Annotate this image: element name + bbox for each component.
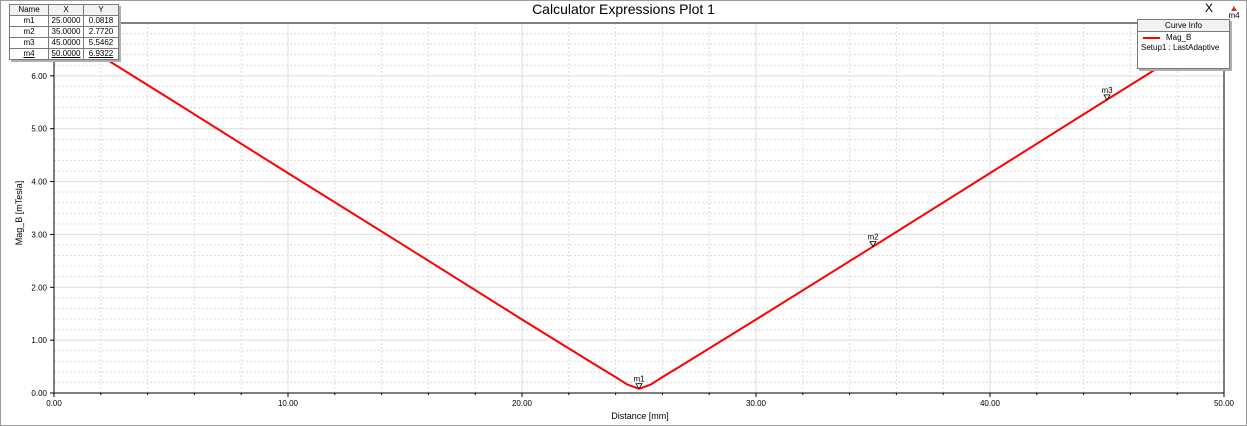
marker-y-value: 6.9322 xyxy=(83,48,119,60)
chart-title: Calculator Expressions Plot 1 xyxy=(532,1,715,17)
x-tick-label: 30.00 xyxy=(746,399,767,408)
legend-setup-text: Setup1 : LastAdaptive xyxy=(1141,43,1220,52)
plot-area-border xyxy=(53,22,1225,394)
marker-y-value: 2.7720 xyxy=(83,26,119,38)
marker-x-value: 35.0000 xyxy=(48,26,84,38)
y-axis-label: Mag_B [mTesla] xyxy=(14,181,24,246)
marker-table-header-x: X xyxy=(48,4,84,16)
series-line-mag-b xyxy=(53,25,1225,390)
marker-name: m2 xyxy=(9,26,49,38)
marker-name: m4 xyxy=(9,48,49,60)
marker-label: m1 xyxy=(633,375,645,384)
x-tick-label: 50.00 xyxy=(1214,399,1235,408)
marker-label: m3 xyxy=(1101,86,1113,95)
marker-table-row[interactable]: m2 35.0000 2.7720 xyxy=(9,26,119,38)
y-tick-label: 4.00 xyxy=(31,178,47,187)
marker-table-row-selected[interactable]: m4 50.0000 6.9322 xyxy=(9,48,119,60)
marker-table-header: Name X Y xyxy=(9,4,119,16)
marker-triangle-icon xyxy=(1103,94,1111,101)
x-tick-label: 10.00 xyxy=(278,399,299,408)
marker-triangle-icon xyxy=(869,241,877,248)
marker-label: m2 xyxy=(867,232,879,241)
marker-table-row[interactable]: m1 25.0000 0.0818 xyxy=(9,15,119,27)
close-button[interactable]: X xyxy=(1205,1,1214,15)
marker-triangle-icon xyxy=(635,383,643,390)
marker-table-header-name: Name xyxy=(9,4,49,16)
marker-y-value: 5.5462 xyxy=(83,37,119,49)
marker-label: m4 xyxy=(1228,11,1240,20)
marker-table-header-y: Y xyxy=(83,4,119,16)
marker-x-value: 50.0000 xyxy=(48,48,84,60)
marker-x-value: 45.0000 xyxy=(48,37,84,49)
y-tick-label: 2.00 xyxy=(31,283,47,292)
y-tick-label: 6.00 xyxy=(31,72,47,81)
marker-name: m1 xyxy=(9,15,49,27)
legend-entry[interactable]: Mag_B xyxy=(1138,32,1229,43)
curve-info-header: Curve Info xyxy=(1138,20,1229,32)
x-tick-label: 0.00 xyxy=(46,399,62,408)
legend-line-swatch xyxy=(1143,37,1160,39)
marker-m4-icon xyxy=(1231,6,1237,11)
marker-name: m3 xyxy=(9,37,49,49)
marker-layer: m1 m2 m3 m4 xyxy=(633,6,1240,390)
x-tick-label: 20.00 xyxy=(512,399,533,408)
y-tick-label: 0.00 xyxy=(31,389,47,398)
legend-series-name: Mag_B xyxy=(1166,33,1192,42)
tick-layer: 0.00 10.00 20.00 30.00 40.00 50.00 0.00 1.00 2.0… xyxy=(31,72,1234,408)
y-tick-label: 5.00 xyxy=(31,125,47,134)
y-tick-label: 3.00 xyxy=(31,230,47,239)
x-tick-label: 40.00 xyxy=(980,399,1001,408)
y-tick-label: 1.00 xyxy=(31,336,47,345)
x-axis-label: Distance [mm] xyxy=(611,411,669,421)
curve-info-legend[interactable]: Curve Info Mag_B Setup1 : LastAdaptive xyxy=(1137,19,1230,69)
series-layer xyxy=(53,25,1225,390)
marker-x-value: 25.0000 xyxy=(48,15,84,27)
marker-table[interactable]: Name X Y m1 25.0000 0.0818 m2 35.0000 2.… xyxy=(9,4,119,60)
grid-layer xyxy=(54,23,1224,393)
marker-y-value: 0.0818 xyxy=(83,15,119,27)
marker-table-row[interactable]: m3 45.0000 5.5462 xyxy=(9,37,119,49)
